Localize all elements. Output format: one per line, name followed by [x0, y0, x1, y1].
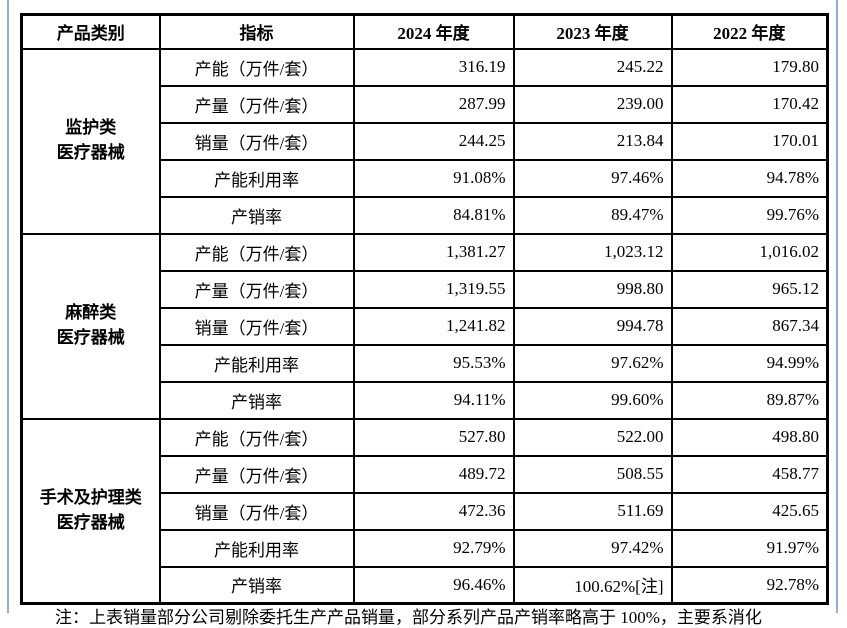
indicator-cell: 产能（万件/套） [158, 232, 355, 272]
value-cell-2023: 998.80 [512, 269, 673, 309]
value-cell-2024: 91.08% [352, 158, 515, 198]
indicator-cell: 产能（万件/套） [158, 417, 355, 457]
value-cell-2024: 316.19 [352, 47, 515, 87]
indicator-cell: 产能利用率 [158, 528, 355, 568]
value-cell-2023: 245.22 [512, 47, 673, 87]
value-cell-2024: 96.46% [352, 565, 515, 605]
table-row: 手术及护理类 医疗器械 产能（万件/套） 527.80 522.00 498.8… [20, 417, 829, 605]
value-cell-2023: 99.60% [512, 380, 673, 420]
value-cell-2022: 867.34 [670, 306, 829, 346]
category-cell-surgical-nursing: 手术及护理类 医疗器械 [20, 417, 161, 605]
value-cell-2023: 1,023.12 [512, 232, 673, 272]
value-cell-2022: 1,016.02 [670, 232, 829, 272]
column-header-2023: 2023 年度 [512, 13, 673, 50]
value-cell-2024: 527.80 [352, 417, 515, 457]
value-cell-2022: 92.78% [670, 565, 829, 605]
page-edge-line-left [7, 0, 9, 613]
capacity-production-sales-table: 产品类别 指标 2024 年度 2023 年度 2022 年度 监护类 医疗器械… [20, 13, 829, 605]
indicator-cell: 产量（万件/套） [158, 84, 355, 124]
indicator-cell: 产能利用率 [158, 158, 355, 198]
value-cell-2024: 84.81% [352, 195, 515, 235]
value-cell-2022: 458.77 [670, 454, 829, 494]
value-cell-2023: 213.84 [512, 121, 673, 161]
value-cell-2023: 97.46% [512, 158, 673, 198]
value-cell-2024: 94.11% [352, 380, 515, 420]
value-cell-2024: 472.36 [352, 491, 515, 531]
value-cell-2024: 244.25 [352, 121, 515, 161]
table-row: 产销率 96.46% 100.62%[注] 92.78% [22, 565, 829, 605]
value-cell-2024: 1,381.27 [352, 232, 515, 272]
indicator-cell: 产销率 [158, 380, 355, 420]
indicator-cell: 销量（万件/套） [158, 306, 355, 346]
value-cell-2023: 508.55 [512, 454, 673, 494]
category-cell-anesthesia: 麻醉类 医疗器械 [20, 232, 161, 420]
column-header-product-category: 产品类别 [20, 13, 161, 50]
value-cell-2024: 92.79% [352, 528, 515, 568]
value-cell-2024: 1,241.82 [352, 306, 515, 346]
table-row: 产量（万件/套） 1,319.55 998.80 965.12 [22, 269, 829, 309]
value-cell-2022: 99.76% [670, 195, 829, 235]
table-row: 产能利用率 95.53% 97.62% 94.99% [22, 343, 829, 383]
table-row: 产能利用率 92.79% 97.42% 91.97% [22, 528, 829, 568]
table-row: 产销率 84.81% 89.47% 99.76% [22, 195, 829, 235]
value-cell-2022: 965.12 [670, 269, 829, 309]
value-cell-2023: 522.00 [512, 417, 673, 457]
value-cell-2024: 1,319.55 [352, 269, 515, 309]
table-row: 销量（万件/套） 472.36 511.69 425.65 [22, 491, 829, 531]
indicator-cell: 产能（万件/套） [158, 47, 355, 87]
table-row: 产量（万件/套） 489.72 508.55 458.77 [22, 454, 829, 494]
footnote-text: 注：上表销量部分公司剔除委托生产产品销量，部分系列产品产销率略高于 100%，主… [55, 608, 762, 627]
category-cell-monitoring: 监护类 医疗器械 [20, 47, 161, 235]
value-cell-2022: 91.97% [670, 528, 829, 568]
value-cell-2023: 511.69 [512, 491, 673, 531]
indicator-cell: 销量（万件/套） [158, 491, 355, 531]
value-cell-2022: 498.80 [670, 417, 829, 457]
table-row: 销量（万件/套） 1,241.82 994.78 867.34 [22, 306, 829, 346]
value-cell-2023: 100.62%[注] [512, 565, 673, 605]
table-row: 销量（万件/套） 244.25 213.84 170.01 [22, 121, 829, 161]
table-header-row: 产品类别 指标 2024 年度 2023 年度 2022 年度 [20, 13, 829, 50]
value-cell-2023: 239.00 [512, 84, 673, 124]
value-cell-2022: 170.42 [670, 84, 829, 124]
value-cell-2024: 489.72 [352, 454, 515, 494]
value-cell-2023: 89.47% [512, 195, 673, 235]
indicator-cell: 产能利用率 [158, 343, 355, 383]
value-cell-2023: 97.62% [512, 343, 673, 383]
value-cell-2022: 89.87% [670, 380, 829, 420]
indicator-cell: 销量（万件/套） [158, 121, 355, 161]
indicator-cell: 产量（万件/套） [158, 269, 355, 309]
column-header-2024: 2024 年度 [352, 13, 515, 50]
page-edge-line-right [836, 0, 838, 613]
column-header-2022: 2022 年度 [670, 13, 829, 50]
column-header-indicator: 指标 [158, 13, 355, 50]
table-row: 产销率 94.11% 99.60% 89.87% [22, 380, 829, 420]
value-cell-2022: 94.78% [670, 158, 829, 198]
value-cell-2022: 170.01 [670, 121, 829, 161]
table-row: 监护类 医疗器械 产能（万件/套） 316.19 245.22 179.80 [20, 47, 829, 235]
value-cell-2024: 95.53% [352, 343, 515, 383]
indicator-cell: 产销率 [158, 195, 355, 235]
value-cell-2022: 425.65 [670, 491, 829, 531]
value-cell-2022: 179.80 [670, 47, 829, 87]
value-cell-2023: 97.42% [512, 528, 673, 568]
value-cell-2023: 994.78 [512, 306, 673, 346]
indicator-cell: 产量（万件/套） [158, 454, 355, 494]
table-row: 麻醉类 医疗器械 产能（万件/套） 1,381.27 1,023.12 1,01… [20, 232, 829, 420]
table-row: 产量（万件/套） 287.99 239.00 170.42 [22, 84, 829, 124]
indicator-cell: 产销率 [158, 565, 355, 605]
table-row: 产能利用率 91.08% 97.46% 94.78% [22, 158, 829, 198]
value-cell-2024: 287.99 [352, 84, 515, 124]
value-cell-2022: 94.99% [670, 343, 829, 383]
